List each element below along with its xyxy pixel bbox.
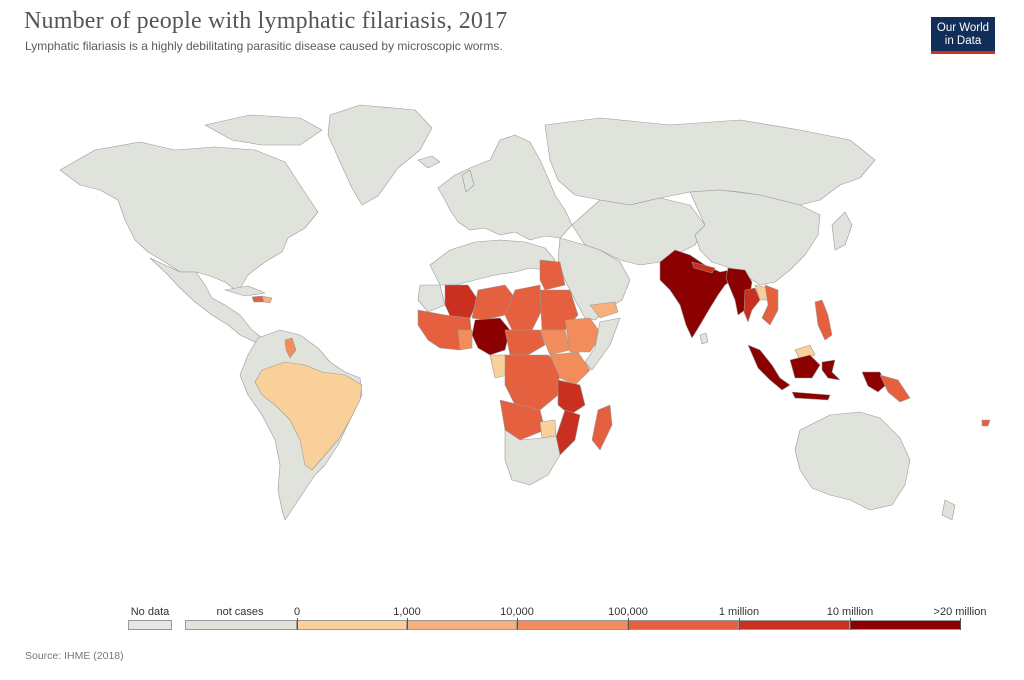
country-guyana[interactable]	[284, 337, 297, 359]
country-papua-new-guinea[interactable]	[879, 374, 911, 403]
logo-accent-bar	[931, 51, 995, 54]
country-indonesia-java[interactable]	[791, 391, 831, 401]
country-cuba[interactable]	[224, 285, 266, 297]
legend-tick	[517, 618, 518, 630]
country-iceland[interactable]	[417, 155, 441, 169]
country-pacific-islands[interactable]	[981, 419, 991, 427]
country-japan[interactable]	[831, 211, 853, 251]
legend-tick	[407, 618, 408, 630]
country-australia[interactable]	[794, 411, 911, 511]
country-brazil[interactable]	[254, 361, 363, 471]
country-indonesia-sulawesi[interactable]	[821, 359, 841, 381]
country-indonesia-papua[interactable]	[861, 371, 887, 393]
legend-tick	[628, 618, 629, 630]
legend-tick	[297, 618, 298, 630]
country-philippines[interactable]	[814, 299, 833, 341]
owid-logo[interactable]: Our World in Data	[931, 17, 995, 54]
legend-break-0: 0	[293, 606, 301, 618]
legend-swatch-bin-2[interactable]	[407, 620, 517, 630]
legend-break-2: 10,000	[500, 606, 534, 618]
country-angola[interactable]	[499, 399, 546, 441]
legend-swatch-not-cases[interactable]	[185, 620, 297, 630]
country-kenya[interactable]	[549, 351, 591, 386]
legend-tick	[960, 618, 961, 630]
country-united-kingdom[interactable]	[461, 169, 475, 193]
country-central-african-republic[interactable]	[504, 329, 546, 356]
legend-swatch-no-data[interactable]	[128, 620, 172, 630]
source-note: Source: IHME (2018)	[25, 650, 124, 662]
country-vietnam[interactable]	[761, 284, 779, 326]
country-new-zealand[interactable]	[941, 499, 956, 521]
country-dominican-republic[interactable]	[261, 295, 273, 304]
country-ghana[interactable]	[457, 329, 473, 351]
legend-swatch-bin-4[interactable]	[628, 620, 739, 630]
country-indonesia-sumatra[interactable]	[747, 344, 791, 391]
country-yemen[interactable]	[589, 301, 619, 319]
country-indonesia-borneo[interactable]	[789, 354, 821, 379]
country-north-africa[interactable]	[429, 239, 556, 286]
country-sri-lanka[interactable]	[699, 332, 709, 345]
country-greenland[interactable]	[327, 104, 433, 206]
country-south-sudan[interactable]	[539, 329, 571, 356]
country-somalia[interactable]	[584, 317, 621, 371]
logo-line-1: Our World	[936, 22, 990, 34]
country-madagascar[interactable]	[591, 404, 613, 451]
legend-break-5: 10 million	[826, 606, 874, 618]
country-zimbabwe[interactable]	[539, 419, 557, 439]
legend-label-no-data: No data	[130, 606, 170, 618]
chart-title: Number of people with lymphatic filarias…	[24, 8, 508, 34]
country-nigeria[interactable]	[471, 317, 511, 356]
legend-swatch-bin-3[interactable]	[517, 620, 628, 630]
country-india[interactable]	[659, 249, 736, 339]
legend-tick	[850, 618, 851, 630]
legend-label-not-cases: not cases	[216, 606, 264, 618]
country-egypt[interactable]	[539, 259, 566, 291]
legend-break-3: 100,000	[608, 606, 648, 618]
country-dr-congo[interactable]	[504, 354, 561, 411]
legend-tick	[739, 618, 740, 630]
world-map[interactable]	[0, 80, 1024, 600]
legend-break-6: >20 million	[933, 606, 987, 618]
country-canada-islands[interactable]	[204, 114, 323, 146]
country-china[interactable]	[689, 189, 821, 286]
country-thailand[interactable]	[743, 287, 761, 323]
legend-break-1: 1,000	[393, 606, 421, 618]
country-north-america[interactable]	[59, 141, 319, 293]
legend-swatch-bin-5[interactable]	[739, 620, 850, 630]
country-mauritania[interactable]	[417, 284, 446, 313]
country-mozambique[interactable]	[554, 409, 581, 456]
legend-swatch-bin-6[interactable]	[850, 620, 961, 630]
legend-swatch-bin-1[interactable]	[297, 620, 407, 630]
country-tanzania[interactable]	[557, 379, 586, 416]
legend-break-4: 1 million	[718, 606, 760, 618]
country-nepal[interactable]	[691, 261, 716, 274]
logo-line-2: in Data	[944, 34, 982, 47]
chart-subtitle: Lymphatic filariasis is a highly debilit…	[25, 39, 503, 53]
country-southern-africa[interactable]	[504, 429, 561, 486]
